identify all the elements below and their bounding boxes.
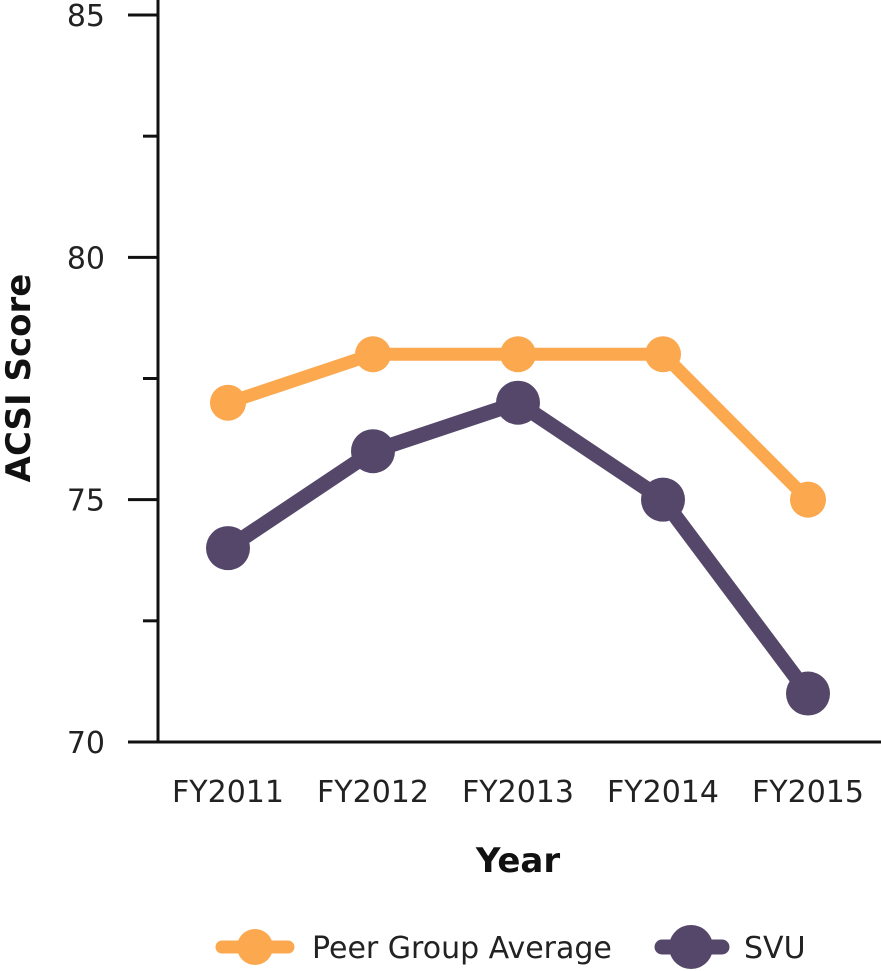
legend: Peer Group Average SVU [215, 925, 806, 969]
series-line [221, 347, 815, 507]
y-axis-title: ACSI Score [0, 274, 39, 483]
series-svu [206, 380, 830, 716]
data-point [355, 336, 391, 373]
series-line [220, 395, 816, 702]
y-axis-ticks: 70 75 80 85 [67, 0, 158, 761]
x-tick-label: FY2012 [317, 775, 429, 810]
legend-swatch-marker [669, 925, 713, 969]
x-tick-label: FY2013 [462, 775, 574, 810]
series-peer-group-average [210, 336, 826, 518]
data-point [641, 477, 685, 522]
legend-swatch-marker [237, 929, 273, 965]
data-point [790, 481, 826, 518]
y-tick-label: 85 [67, 0, 105, 34]
data-point [786, 671, 830, 716]
x-tick-label: FY2015 [752, 775, 864, 810]
data-point [496, 380, 540, 425]
data-point [210, 384, 246, 421]
y-tick-label: 80 [67, 241, 105, 276]
x-axis-title: Year [475, 841, 561, 881]
series-lines [206, 336, 830, 716]
x-tick-label: FY2014 [607, 775, 719, 810]
legend-item: SVU [654, 925, 806, 969]
data-point [500, 336, 536, 373]
legend-label: SVU [744, 931, 806, 966]
axes [128, 0, 881, 744]
y-tick-label: 70 [67, 726, 105, 761]
data-point [645, 336, 681, 373]
x-axis-ticks: FY2011 FY2012 FY2013 FY2014 FY2015 [172, 775, 864, 810]
y-tick-label: 75 [67, 484, 105, 519]
data-point [351, 429, 395, 474]
legend-item: Peer Group Average [215, 929, 612, 966]
legend-label: Peer Group Average [312, 931, 612, 966]
data-point [206, 526, 250, 571]
x-tick-label: FY2011 [172, 775, 284, 810]
